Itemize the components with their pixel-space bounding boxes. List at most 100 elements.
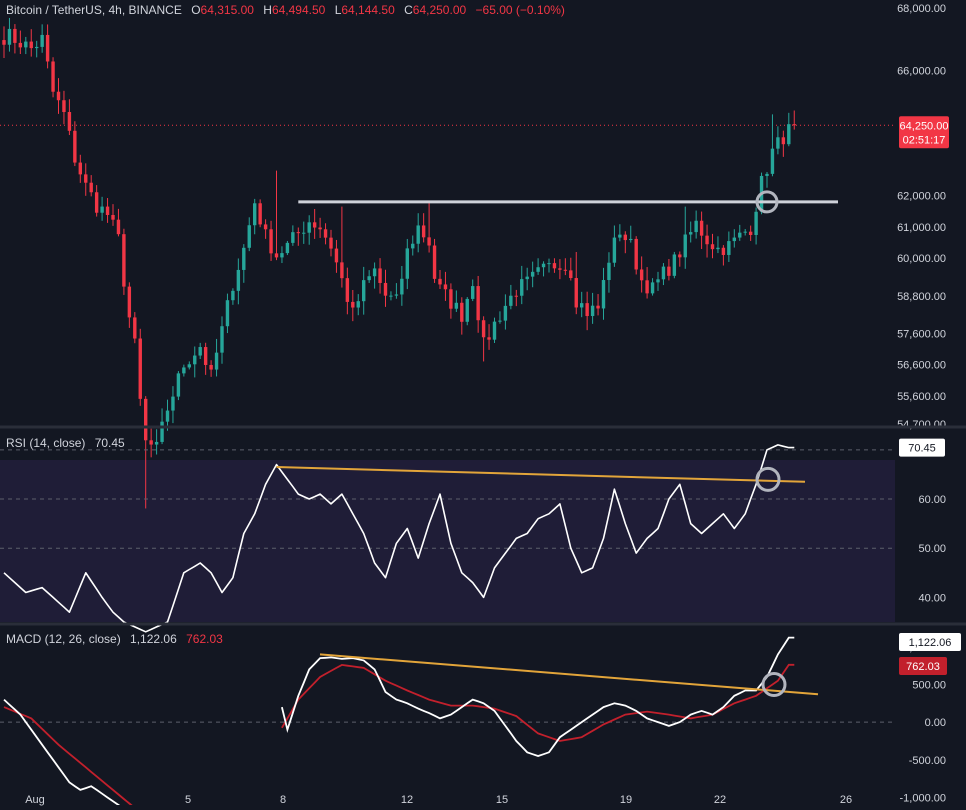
macd-signal-line[interactable] — [3, 663, 795, 810]
candle[interactable] — [650, 278, 655, 296]
candle[interactable] — [683, 206, 687, 269]
candle[interactable] — [465, 297, 469, 326]
candle[interactable] — [743, 229, 747, 236]
candle[interactable] — [694, 210, 698, 239]
candle[interactable] — [94, 185, 99, 217]
candle[interactable] — [580, 291, 584, 318]
candle[interactable] — [618, 224, 622, 242]
candle[interactable] — [574, 251, 578, 315]
candle[interactable] — [67, 99, 72, 136]
candle[interactable] — [738, 224, 742, 241]
candle[interactable] — [585, 291, 589, 331]
candle[interactable] — [438, 269, 442, 290]
candle[interactable] — [503, 294, 508, 330]
candle[interactable] — [171, 386, 175, 424]
candle[interactable] — [203, 342, 208, 375]
candle[interactable] — [263, 219, 268, 239]
candle[interactable] — [40, 24, 44, 53]
candle[interactable] — [443, 271, 448, 301]
candle[interactable] — [220, 316, 224, 364]
candle[interactable] — [601, 267, 606, 320]
candle[interactable] — [182, 364, 186, 377]
candle[interactable] — [689, 221, 693, 243]
candle[interactable] — [269, 220, 273, 261]
candle[interactable] — [154, 429, 159, 455]
candle[interactable] — [699, 211, 704, 250]
candle[interactable] — [367, 270, 371, 283]
candle[interactable] — [416, 213, 420, 253]
candle[interactable] — [122, 228, 126, 295]
candle[interactable] — [514, 289, 518, 307]
candle[interactable] — [258, 199, 262, 228]
candle[interactable] — [2, 26, 6, 58]
candle[interactable] — [312, 208, 317, 239]
candle[interactable] — [138, 328, 142, 406]
candle[interactable] — [307, 215, 311, 245]
macd-legend-name[interactable]: MACD (12, 26, close) — [6, 632, 121, 646]
candle[interactable] — [318, 217, 322, 238]
candle[interactable] — [149, 428, 153, 458]
candle[interactable] — [792, 110, 796, 130]
candle[interactable] — [274, 170, 279, 261]
candle[interactable] — [645, 267, 649, 299]
candle[interactable] — [623, 231, 627, 254]
candle[interactable] — [400, 266, 404, 306]
candle[interactable] — [209, 360, 213, 377]
candle[interactable] — [776, 126, 780, 155]
candle[interactable] — [247, 217, 251, 252]
candle[interactable] — [661, 263, 666, 286]
candle[interactable] — [253, 198, 257, 235]
candle[interactable] — [302, 221, 306, 244]
candle[interactable] — [340, 206, 344, 288]
candle[interactable] — [596, 294, 600, 316]
candle[interactable] — [612, 225, 617, 267]
macd-main-line[interactable] — [3, 636, 795, 809]
candle[interactable] — [765, 171, 769, 188]
rsi-legend[interactable]: RSI (14, close) 70.45 — [6, 436, 125, 450]
candle[interactable] — [460, 297, 464, 335]
rsi-legend-name[interactable]: RSI (14, close) — [6, 436, 86, 450]
candle[interactable] — [563, 258, 568, 276]
symbol-title[interactable]: Bitcoin / TetherUS, 4h, BINANCE — [6, 3, 182, 17]
candle[interactable] — [89, 175, 93, 197]
candle[interactable] — [552, 258, 557, 273]
candle[interactable] — [629, 225, 633, 243]
candle[interactable] — [710, 233, 715, 259]
candle[interactable] — [481, 316, 486, 362]
candle[interactable] — [378, 258, 382, 294]
candle[interactable] — [787, 112, 791, 147]
candle[interactable] — [520, 265, 524, 305]
candle[interactable] — [732, 229, 736, 248]
macd-lines[interactable] — [3, 636, 795, 810]
candle[interactable] — [187, 361, 191, 370]
candle[interactable] — [323, 223, 328, 245]
candle[interactable] — [394, 283, 399, 299]
candle[interactable] — [29, 29, 33, 57]
candle[interactable] — [176, 371, 181, 401]
candle[interactable] — [116, 208, 121, 237]
candle[interactable] — [558, 259, 562, 280]
candle[interactable] — [590, 292, 595, 324]
candle[interactable] — [225, 293, 230, 334]
price-axis[interactable]: 68,000.00 66,000.00 62,000.00 61,000.00 60,0… — [25, 3, 961, 806]
candle[interactable] — [721, 245, 726, 266]
macd-breakout-marker[interactable] — [761, 671, 787, 697]
candle[interactable] — [345, 267, 350, 315]
candle[interactable] — [634, 236, 638, 275]
candle[interactable] — [24, 36, 28, 55]
macd-legend[interactable]: MACD (12, 26, close) 1,122.06 762.03 — [6, 632, 223, 646]
candle[interactable] — [656, 271, 660, 291]
candle[interactable] — [78, 154, 82, 183]
candle[interactable] — [133, 312, 137, 344]
candle[interactable] — [678, 251, 682, 267]
candle[interactable] — [781, 130, 786, 157]
candle[interactable] — [291, 225, 295, 246]
candle[interactable] — [51, 57, 55, 98]
candle[interactable] — [329, 229, 333, 257]
candle[interactable] — [362, 266, 366, 315]
candle[interactable] — [498, 311, 502, 324]
candle[interactable] — [748, 225, 753, 241]
candle[interactable] — [672, 251, 677, 279]
candle[interactable] — [231, 288, 235, 305]
